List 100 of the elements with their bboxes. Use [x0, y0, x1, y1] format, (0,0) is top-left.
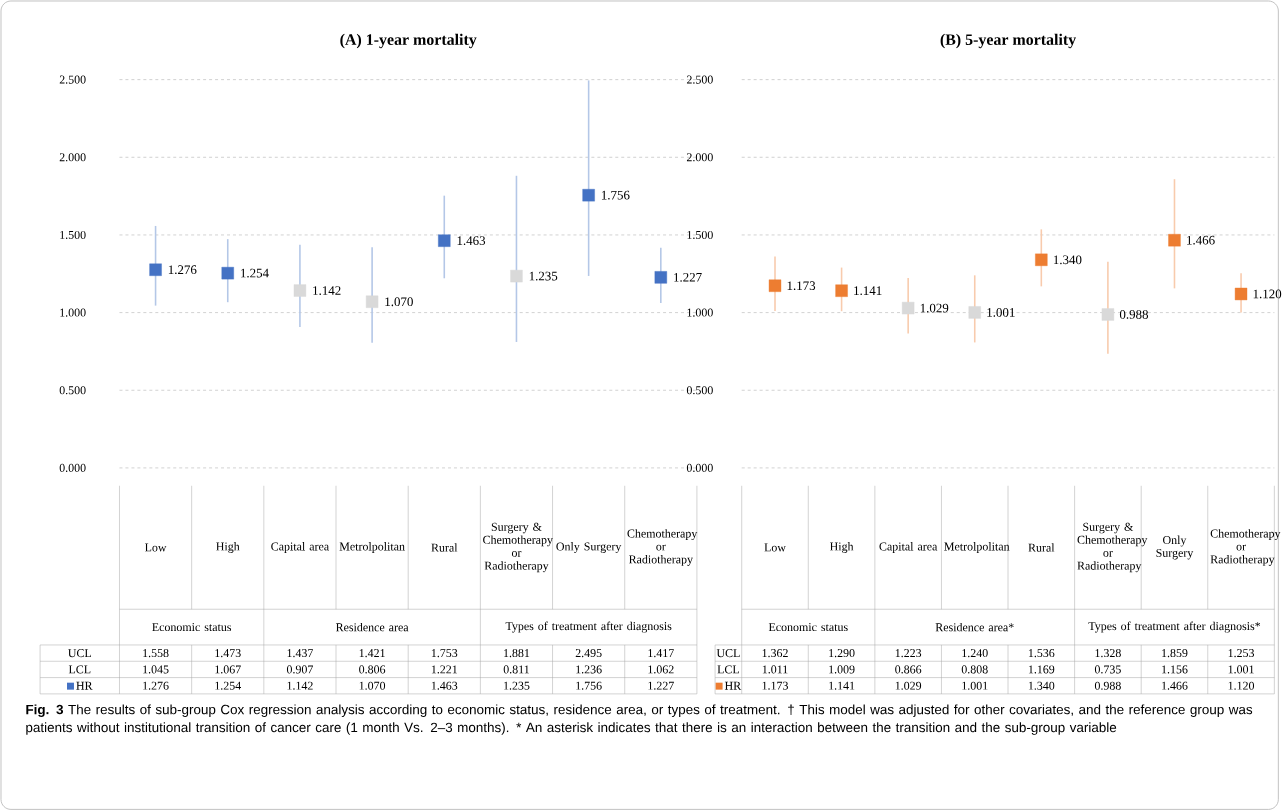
data-label: 1.756	[576, 681, 602, 690]
point	[293, 284, 307, 297]
chart-title: (B) 5-year mortality	[940, 33, 1076, 49]
text: UCL	[68, 648, 91, 657]
text: Fig. 3 The results of sub-group Cox regression analysis according to economic status, residence area, or types of treatment. † This model was adjusted for other covariates, and the reference group was patients without institutional transition of cancer care (1 month Vs. 2–3 months). * An asterisk indicates that there is an interaction between the transition and the sub-group variable	[26, 704, 1253, 735]
text: 1.753	[431, 648, 458, 657]
text: Types of treatment after diagnosis*	[1088, 621, 1261, 633]
text: Economic status	[768, 622, 848, 631]
point	[1101, 308, 1115, 321]
legend-label: HR	[76, 681, 93, 690]
data-label: 1.142	[287, 681, 313, 690]
y-tick-label: 2.500	[59, 75, 86, 84]
text: 1.466	[1187, 235, 1215, 245]
y-tick-label: 1.500	[687, 230, 713, 239]
text: 1.328	[1095, 648, 1121, 657]
point	[1035, 253, 1048, 266]
data-label: 1.235	[504, 681, 530, 690]
text: LCL	[717, 665, 739, 674]
x-tick-label: Surgery & Chemotherapy or Radiotherapy	[1077, 522, 1148, 572]
point	[221, 266, 234, 280]
y-tick-label: 0.500	[686, 386, 713, 395]
x-tick-label: Chemotherapy or Radiotherapy	[1210, 528, 1281, 566]
text: 0.988	[1119, 309, 1149, 319]
text: 1.223	[895, 648, 922, 657]
point	[510, 269, 523, 283]
text: 1.067	[215, 665, 241, 674]
y-tick-label: 1.500	[60, 230, 86, 239]
text: Residence area	[335, 622, 409, 632]
text: 1.417	[648, 648, 674, 657]
text: 1.045	[143, 665, 169, 674]
text: 1.362	[762, 648, 788, 657]
text: 0.866	[895, 665, 922, 674]
data-label: 1.070	[359, 681, 386, 690]
text: 1.437	[287, 648, 314, 657]
text: 2.495	[575, 648, 602, 657]
text: 1.227	[674, 272, 702, 282]
text: Residence area*	[935, 622, 1014, 632]
chart-title: (A) 1-year mortality	[340, 33, 477, 49]
text: 1.558	[143, 648, 169, 657]
point	[1234, 287, 1248, 300]
text: LCL	[68, 665, 91, 674]
text: 1.029	[920, 303, 949, 313]
point	[835, 284, 848, 297]
text: 1.169	[1028, 665, 1055, 674]
x-tick-label: Rural	[1028, 543, 1055, 552]
x-tick-label: High	[216, 541, 240, 553]
text: 1.240	[962, 648, 988, 657]
y-tick-label: 2.000	[686, 153, 713, 162]
text: 1.009	[829, 665, 855, 674]
x-tick-label: Capital area	[271, 541, 329, 553]
text: 0.907	[286, 665, 314, 674]
x-tick-label: Low	[764, 543, 786, 552]
text: 1.756	[601, 190, 630, 200]
text: 1.536	[1028, 648, 1055, 657]
data-label: 1.173	[762, 681, 788, 690]
text: 1.141	[854, 286, 882, 295]
text: 1.011	[762, 665, 788, 674]
text: 1.156	[1162, 665, 1188, 674]
point	[768, 279, 782, 292]
x-tick-label: Metrolpolitan	[944, 541, 1010, 553]
text: 1.236	[576, 665, 602, 674]
point	[438, 234, 451, 247]
data-label: 1.254	[215, 681, 242, 690]
text: 1.001	[1228, 665, 1254, 674]
text: 1.253	[1228, 648, 1255, 657]
x-tick-label: Only Surgery	[1156, 535, 1194, 560]
text: Economic status	[152, 622, 232, 631]
text: Types of treatment after diagnosis	[505, 621, 672, 633]
x-tick-label: Metrolpolitan	[339, 541, 405, 553]
text: 1.001	[987, 307, 1015, 317]
text: 1.062	[648, 665, 674, 674]
text: 1.070	[385, 297, 413, 306]
point	[365, 295, 379, 308]
y-tick-label: 2.500	[686, 75, 713, 84]
text: 0.735	[1094, 665, 1121, 674]
x-tick-label: Rural	[431, 543, 458, 552]
text: 1.859	[1162, 648, 1188, 657]
x-tick-label: High	[829, 541, 854, 553]
text: UCL	[716, 648, 740, 657]
y-tick-label: 0.500	[59, 386, 86, 395]
text: 1.235	[529, 271, 558, 281]
text: 1.221	[431, 665, 458, 674]
data-label: 1.340	[1028, 681, 1055, 690]
text: 1.276	[168, 265, 197, 274]
x-tick-label: Surgery & Chemotherapy or Radiotherapy	[483, 522, 553, 572]
legend-label: HR	[724, 681, 742, 690]
data-label: 0.988	[1094, 681, 1121, 690]
text: 1.473	[215, 648, 241, 657]
point	[901, 301, 915, 315]
text: 0.806	[359, 665, 386, 674]
y-tick-label: 1.000	[60, 308, 86, 317]
text: 1.142	[313, 285, 341, 295]
data-label: 1.029	[895, 681, 922, 690]
text: 0.811	[503, 665, 529, 674]
x-tick-label: Capital area	[879, 541, 938, 553]
text: 1.463	[457, 236, 486, 245]
point	[1168, 233, 1181, 247]
data-label: 1.227	[648, 681, 674, 690]
text: 1.881	[504, 648, 530, 657]
x-tick-label: Low	[144, 543, 167, 552]
